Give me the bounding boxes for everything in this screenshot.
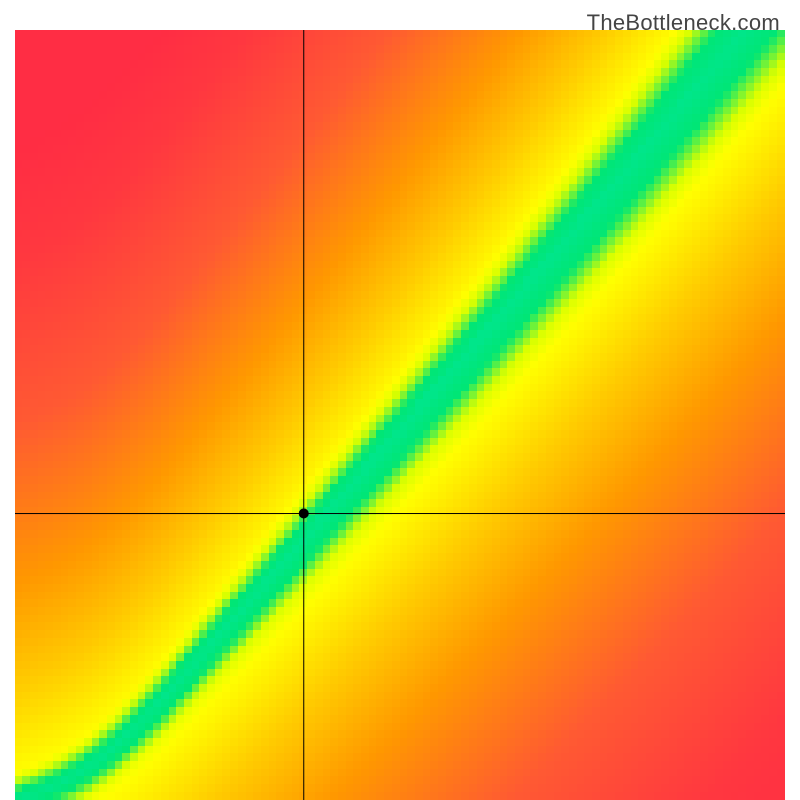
watermark-text: TheBottleneck.com [587, 10, 780, 36]
heatmap-canvas [15, 30, 785, 800]
heatmap-chart [15, 30, 785, 800]
chart-container: TheBottleneck.com [0, 0, 800, 800]
